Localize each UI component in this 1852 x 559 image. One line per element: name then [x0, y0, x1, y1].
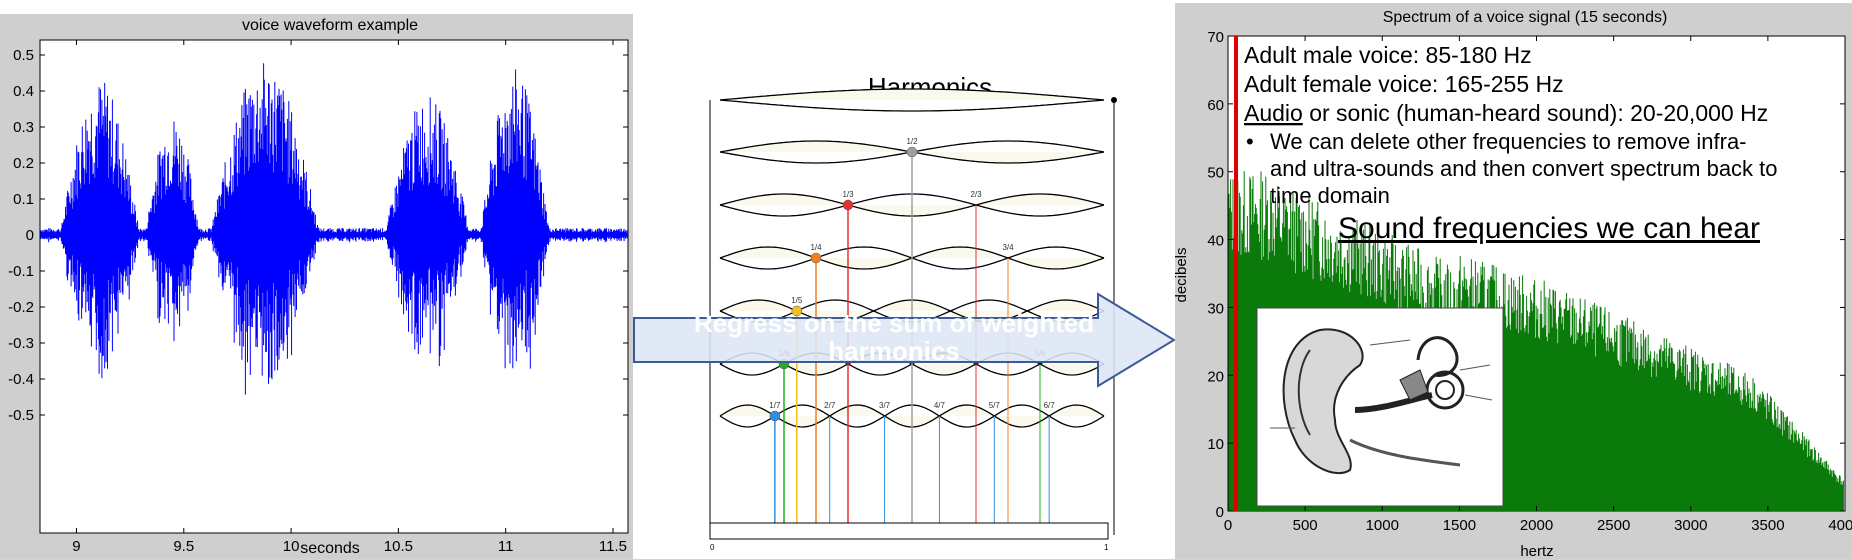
harmonic-fraction-label: 5/7	[989, 401, 1001, 410]
waveform-y-tick-label: 0.3	[13, 119, 34, 136]
spectrum-y-tick-label: 40	[1207, 233, 1224, 250]
spectrum-y-tick-label: 10	[1207, 436, 1224, 453]
harmonic-fraction-label: 1/4	[810, 243, 822, 252]
waveform-y-tick-label: 0.4	[13, 83, 34, 100]
harmonic-fraction-label: 2/7	[824, 401, 836, 410]
note-bullet-line2: and ultra-sounds and then convert spectr…	[1270, 156, 1778, 181]
harmonic-node	[842, 199, 854, 211]
spectrum-marker-line	[1234, 36, 1238, 511]
spectrum-y-tick-label: 0	[1216, 504, 1224, 521]
harmonic-fraction-label: 3/4	[1002, 243, 1014, 252]
spectrum-ylabel: decibels	[1173, 247, 1190, 302]
waveform-y-axis: 0.5 0.4 0.3 0.2 0.1 0 -0.1 -0.2 -0.3 -0.4 -0.5	[8, 47, 628, 424]
harmonic-fraction-label: 2/3	[970, 190, 982, 199]
spectrum-x-tick-label: 3500	[1751, 517, 1784, 534]
spectrum-x-tick-label: 2000	[1520, 517, 1553, 534]
harmonic-fraction-label: 1/5	[791, 296, 803, 305]
ear-anatomy-image	[1256, 307, 1504, 507]
note-female-voice: Adult female voice: 165-255 Hz	[1244, 71, 1564, 97]
bullet-icon: •	[1246, 129, 1254, 154]
harmonics-scale-left: 0	[710, 543, 715, 552]
waveform-y-tick-label: 0.1	[13, 191, 34, 208]
spectrum-x-tick-label: 500	[1293, 517, 1318, 534]
spectrum-x-axis: 0 500 1000 1500 2000 2500 3000 3500 4000	[1224, 36, 1852, 534]
spectrum-x-tick-label: 1500	[1443, 517, 1476, 534]
waveform-panel: voice waveform example 0.5 0.4 0.3 0.2 0.1 0 -…	[0, 14, 633, 559]
harmonic-fraction-label: 1/2	[906, 137, 918, 146]
spectrum-x-tick-label: 3000	[1674, 517, 1707, 534]
harmonic-fraction-label: 3/7	[879, 401, 891, 410]
harmonic-fraction-label: 4/7	[934, 401, 946, 410]
audio-link-text: Audio	[1244, 100, 1303, 126]
harmonic-node	[810, 252, 822, 264]
spectrum-x-tick-label: 1000	[1366, 517, 1399, 534]
note-bullet-line3: time domain	[1270, 183, 1390, 208]
waveform-x-tick-label: 11	[498, 538, 514, 555]
waveform-title: voice waveform example	[242, 17, 418, 34]
harmonic-fraction-label: 1/7	[769, 401, 781, 410]
spectrum-x-tick-label: 4000	[1828, 517, 1852, 534]
waveform-x-tick-label: 10	[283, 538, 300, 555]
waveform-x-axis: 9 9.5 10 10.5 11 11.5	[72, 40, 627, 555]
spectrum-title: Spectrum of a voice signal (15 seconds)	[1383, 9, 1668, 26]
arrow-shape	[633, 292, 1176, 388]
spectrum-y-axis: 70 60 50 40 30 20 10 0	[1207, 29, 1845, 521]
harmonic-node	[906, 146, 918, 158]
waveform-y-tick-label: 0.2	[13, 155, 34, 172]
sound-frequencies-heading: Sound frequencies we can hear	[1338, 212, 1760, 245]
waveform-x-tick-label: 9.5	[173, 538, 194, 555]
waveform-signal	[40, 63, 628, 395]
spectrum-y-tick-label: 60	[1207, 97, 1224, 114]
waveform-y-tick-label: -0.2	[8, 299, 34, 316]
waveform-x-tick-label: 9	[72, 538, 80, 555]
note-audio-range: Audio or sonic (human-heard sound): 20-2…	[1244, 100, 1768, 126]
waveform-y-tick-label: 0.5	[13, 47, 34, 64]
regression-arrow: Regress on the sum of weighted harmonics	[633, 292, 1176, 388]
harmonics-scale-right: 1	[1104, 543, 1109, 552]
note-bullet-line1: We can delete other frequencies to remov…	[1270, 129, 1747, 154]
harmonic-node	[791, 305, 803, 317]
harmonics-panel: Harmonics 1/21/32/31/43/41/51/65/61/72/7…	[709, 72, 1117, 552]
waveform-x-tick-label: 11.5	[599, 538, 627, 555]
waveform-y-tick-label: 0	[26, 227, 34, 244]
waveform-y-tick-label: -0.4	[8, 371, 34, 388]
waveform-xlabel: seconds	[300, 540, 360, 557]
harmonic-node	[769, 410, 781, 422]
spectrum-xlabel: hertz	[1520, 543, 1553, 559]
spectrum-y-tick-label: 20	[1207, 368, 1224, 385]
waveform-x-tick-label: 10.5	[384, 538, 413, 555]
waveform-y-tick-label: -0.5	[8, 407, 34, 424]
harmonic-fraction-label: 1/3	[842, 190, 854, 199]
spectrum-x-tick-label: 0	[1224, 517, 1232, 534]
spectrum-y-tick-label: 50	[1207, 165, 1224, 182]
harmonics-scale	[709, 522, 1109, 540]
spectrum-x-tick-label: 2500	[1597, 517, 1630, 534]
waveform-y-tick-label: -0.1	[8, 263, 34, 280]
note-male-voice: Adult male voice: 85-180 Hz	[1244, 42, 1532, 68]
harmonic-string-1	[719, 88, 1105, 101]
harmonic-fraction-label: 6/7	[1044, 401, 1056, 410]
spectrum-y-tick-label: 30	[1207, 300, 1224, 317]
spectrum-panel: Spectrum of a voice signal (15 seconds) …	[1173, 3, 1852, 559]
arrow-text-line2: harmonics	[828, 336, 960, 366]
arrow-text-line1: Regress on the sum of weighted	[694, 308, 1094, 338]
waveform-y-tick-label: -0.3	[8, 335, 34, 352]
spectrum-y-tick-label: 70	[1207, 29, 1224, 46]
